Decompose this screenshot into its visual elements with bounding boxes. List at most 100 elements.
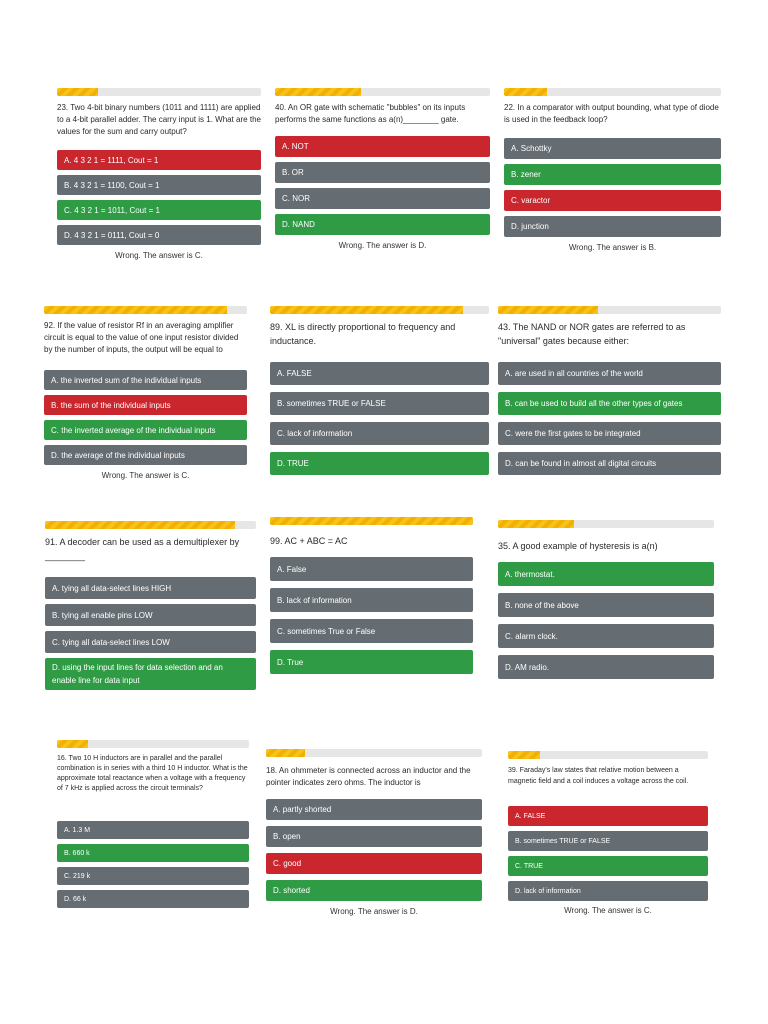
- option-a[interactable]: A. the inverted sum of the individual in…: [44, 370, 247, 390]
- quiz-card-5: 89. XL is directly proportional to frequ…: [270, 306, 489, 482]
- progress-fill: [44, 306, 227, 314]
- option-c[interactable]: C. good: [266, 853, 482, 874]
- option-d[interactable]: D. 66 k: [57, 890, 249, 908]
- option-a[interactable]: A. are used in all countries of the worl…: [498, 362, 721, 385]
- quiz-card-11: 18. An ohmmeter is connected across an i…: [266, 749, 482, 916]
- option-a[interactable]: A. FALSE: [508, 806, 708, 826]
- progress-bar: [498, 306, 721, 314]
- option-c[interactable]: C. NOR: [275, 188, 490, 209]
- progress-bar: [270, 306, 489, 314]
- option-b[interactable]: B. OR: [275, 162, 490, 183]
- question-text: 89. XL is directly proportional to frequ…: [270, 322, 456, 346]
- progress-fill: [270, 306, 463, 314]
- progress-bar: [275, 88, 490, 96]
- option-a[interactable]: A. 1.3 M: [57, 821, 249, 839]
- option-c[interactable]: C. varactor: [504, 190, 721, 211]
- options-list: A. Schottky B. zener C. varactor D. junc…: [504, 138, 721, 237]
- options-list: A. False B. lack of information C. somet…: [270, 557, 473, 674]
- progress-bar: [266, 749, 482, 757]
- option-a[interactable]: A. FALSE: [270, 362, 489, 385]
- progress-fill: [504, 88, 548, 96]
- progress-bar: [57, 740, 249, 748]
- progress-fill: [508, 751, 540, 759]
- option-a[interactable]: A. False: [270, 557, 473, 581]
- option-d[interactable]: D. NAND: [275, 214, 490, 235]
- option-c[interactable]: C. were the first gates to be integrated: [498, 422, 721, 445]
- option-d[interactable]: D. the average of the individual inputs: [44, 445, 247, 465]
- option-b[interactable]: B. 660 k: [57, 844, 249, 862]
- quiz-card-4: 92. If the value of resistor Rf in an av…: [44, 306, 247, 480]
- result-message: Wrong. The answer is D.: [338, 241, 427, 250]
- option-b[interactable]: B. sometimes TRUE or FALSE: [508, 831, 708, 851]
- option-c[interactable]: C. alarm clock.: [498, 624, 714, 648]
- option-d[interactable]: D. lack of information: [508, 881, 708, 901]
- progress-fill: [270, 517, 473, 525]
- option-a[interactable]: A. tying all data-select lines HIGH: [45, 577, 256, 599]
- result-message: Wrong. The answer is C.: [115, 251, 203, 260]
- progress-fill: [57, 740, 88, 748]
- options-list: A. the inverted sum of the individual in…: [44, 370, 247, 465]
- question-text: 16. Two 10 H inductors are in parallel a…: [57, 755, 248, 792]
- options-list: A. FALSE B. sometimes TRUE or FALSE C. T…: [508, 806, 708, 901]
- option-a[interactable]: A. Schottky: [504, 138, 721, 159]
- option-a[interactable]: A. thermostat.: [498, 562, 714, 586]
- option-c[interactable]: C. the inverted average of the individua…: [44, 420, 247, 440]
- progress-fill: [498, 306, 599, 314]
- option-d[interactable]: D. can be found in almost all digital ci…: [498, 452, 721, 475]
- quiz-card-1: 23. Two 4-bit binary numbers (1011 and 1…: [57, 88, 261, 260]
- option-c[interactable]: C. 4 3 2 1 = 1011, Cout = 1: [57, 200, 261, 220]
- option-d[interactable]: D. TRUE: [270, 452, 489, 475]
- option-c[interactable]: C. tying all data-select lines LOW: [45, 631, 256, 653]
- option-c[interactable]: C. TRUE: [508, 856, 708, 876]
- quiz-card-3: 22. In a comparator with output bounding…: [504, 88, 721, 252]
- question-text: 99. AC + ABC = AC: [270, 536, 348, 546]
- option-c[interactable]: C. lack of information: [270, 422, 489, 445]
- progress-bar: [45, 521, 256, 529]
- question-text: 91. A decoder can be used as a demultipl…: [45, 537, 240, 561]
- option-d[interactable]: D. shorted: [266, 880, 482, 901]
- quiz-card-6: 43. The NAND or NOR gates are referred t…: [498, 306, 721, 482]
- option-a[interactable]: A. partly shorted: [266, 799, 482, 820]
- option-b[interactable]: B. sometimes TRUE or FALSE: [270, 392, 489, 415]
- option-a[interactable]: A. NOT: [275, 136, 490, 157]
- option-d[interactable]: D. junction: [504, 216, 721, 237]
- quiz-card-10: 16. Two 10 H inductors are in parallel a…: [57, 740, 249, 913]
- question-text: 40. An OR gate with schematic "bubbles" …: [275, 103, 466, 124]
- quiz-card-12: 39. Faraday's law states that relative m…: [508, 751, 708, 915]
- question-text: 43. The NAND or NOR gates are referred t…: [498, 322, 686, 346]
- option-d[interactable]: D. AM radio.: [498, 655, 714, 679]
- option-b[interactable]: B. zener: [504, 164, 721, 185]
- option-d[interactable]: D. True: [270, 650, 473, 674]
- result-message: Wrong. The answer is C.: [101, 471, 190, 480]
- result-message: Wrong. The answer is D.: [330, 907, 418, 916]
- progress-bar: [508, 751, 708, 759]
- options-list: A. partly shorted B. open C. good D. sho…: [266, 799, 482, 901]
- result-message: Wrong. The answer is C.: [564, 906, 652, 915]
- option-d[interactable]: D. 4 3 2 1 = 0111, Cout = 0: [57, 225, 261, 245]
- option-b[interactable]: B. can be used to build all the other ty…: [498, 392, 721, 415]
- quiz-card-9: 35. A good example of hysteresis is a(n)…: [498, 520, 714, 686]
- options-list: A. 1.3 M B. 660 k C. 219 k D. 66 k: [57, 821, 249, 908]
- progress-fill: [266, 749, 305, 757]
- option-b[interactable]: B. none of the above: [498, 593, 714, 617]
- option-d[interactable]: D. using the input lines for data select…: [45, 658, 256, 690]
- option-c[interactable]: C. 219 k: [57, 867, 249, 885]
- progress-fill: [498, 520, 574, 528]
- question-text: 35. A good example of hysteresis is a(n): [498, 541, 658, 551]
- progress-fill: [275, 88, 361, 96]
- progress-bar: [504, 88, 721, 96]
- option-b[interactable]: B. open: [266, 826, 482, 847]
- progress-fill: [45, 521, 235, 529]
- option-a[interactable]: A. 4 3 2 1 = 1111, Cout = 1: [57, 150, 261, 170]
- option-b[interactable]: B. 4 3 2 1 = 1100, Cout = 1: [57, 175, 261, 195]
- option-b[interactable]: B. lack of information: [270, 588, 473, 612]
- progress-bar: [270, 517, 473, 525]
- options-list: A. FALSE B. sometimes TRUE or FALSE C. l…: [270, 362, 489, 475]
- progress-fill: [57, 88, 98, 96]
- option-c[interactable]: C. sometimes True or False: [270, 619, 473, 643]
- question-text: 23. Two 4-bit binary numbers (1011 and 1…: [57, 103, 261, 136]
- options-list: A. are used in all countries of the worl…: [498, 362, 721, 475]
- options-list: A. tying all data-select lines HIGH B. t…: [45, 577, 256, 690]
- option-b[interactable]: B. the sum of the individual inputs: [44, 395, 247, 415]
- option-b[interactable]: B. tying all enable pins LOW: [45, 604, 256, 626]
